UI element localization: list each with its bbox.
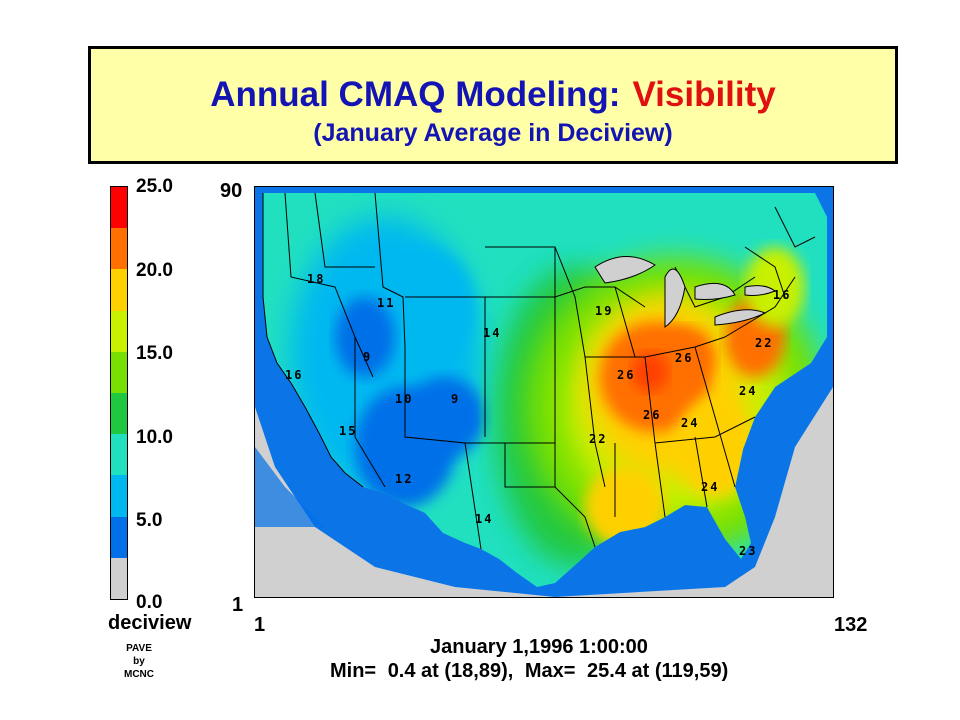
map-value-label: 16	[285, 368, 303, 382]
map-value-label: 24	[701, 480, 719, 494]
colorbar-segment	[111, 269, 127, 311]
map-value-label: 26	[675, 351, 693, 365]
title-highlight: Visibility	[632, 75, 776, 114]
map-value-label: 12	[395, 472, 413, 486]
max-label: Max=	[524, 660, 576, 682]
map-value-label: 16	[773, 288, 791, 302]
colorbar-label: 15.0	[136, 343, 173, 364]
map-value-label: 24	[739, 384, 757, 398]
min-label: Min=	[330, 660, 377, 682]
map-value-label: 9	[451, 392, 460, 406]
y-axis-bottom-label: 1	[232, 594, 244, 616]
title: Annual CMAQ Modeling: Visibility	[91, 75, 895, 115]
colorbar-segment	[111, 351, 127, 394]
credit-line: PAVE	[126, 643, 152, 654]
map-value-label: 19	[595, 304, 613, 318]
min-max-stats: Min= 0.4 at (18,89), Max= 25.4 at (119,5…	[330, 660, 734, 683]
visibility-map: 18 11 19 16 14 22 9 26 16 26 24 10 9 26 24 15 22 12 24 14 23	[254, 186, 834, 598]
credit-line: by	[133, 656, 145, 667]
colorbar-segment	[111, 557, 127, 600]
colorbar-segment	[111, 310, 127, 352]
timestamp: January 1,1996 1:00:00	[430, 636, 648, 658]
value-labels: 18 11 19 16 14 22 9 26 16 26 24 10 9 26 24 15 22 12 24 14 23	[285, 272, 791, 558]
subtitle: (January Average in Deciview)	[313, 119, 673, 147]
pave-credit: PAVE by MCNC	[124, 642, 154, 681]
min-value: 0.4 at (18,89),	[387, 660, 514, 682]
colorbar-segment	[111, 228, 127, 270]
x-axis-right-label: 132	[834, 614, 868, 636]
map-value-label: 11	[377, 296, 395, 310]
unit-label: deciview	[108, 612, 192, 634]
title-box: Annual CMAQ Modeling: Visibility (January…	[88, 46, 898, 164]
map-value-label: 22	[589, 432, 607, 446]
map-value-label: 22	[755, 336, 773, 350]
colorbar-label: 20.0	[136, 260, 173, 281]
colorbar-segment	[111, 475, 127, 517]
map-value-label: 26	[643, 408, 661, 422]
map-value-label: 14	[475, 512, 493, 526]
colorbar-segment	[111, 393, 127, 435]
colorbar-label: 25.0	[136, 176, 173, 197]
map-svg: 18 11 19 16 14 22 9 26 16 26 24 10 9 26 24 15 22 12 24 14 23	[255, 187, 833, 597]
max-value: 25.4 at (119,59)	[587, 660, 729, 682]
map-value-label: 9	[363, 350, 372, 364]
map-value-label: 10	[395, 392, 413, 406]
colorbar-label: 10.0	[136, 427, 173, 448]
map-value-label: 18	[307, 272, 325, 286]
map-value-label: 23	[739, 544, 757, 558]
colorbar-segment	[111, 434, 127, 476]
map-value-label: 26	[617, 368, 635, 382]
map-value-label: 15	[339, 424, 357, 438]
color-scale-bar	[110, 186, 128, 600]
y-axis-top-label: 90	[220, 180, 243, 202]
credit-line: MCNC	[124, 669, 154, 680]
colorbar-label: 0.0	[136, 592, 163, 613]
colorbar-segment	[111, 187, 127, 229]
map-value-label: 14	[483, 326, 501, 340]
colorbar-label: 5.0	[136, 510, 163, 531]
state-boundaries	[262, 192, 816, 550]
title-prefix: Annual CMAQ Modeling:	[210, 75, 621, 114]
colorbar-segment	[111, 516, 127, 558]
map-value-label: 24	[681, 416, 699, 430]
x-axis-left-label: 1	[254, 614, 266, 636]
